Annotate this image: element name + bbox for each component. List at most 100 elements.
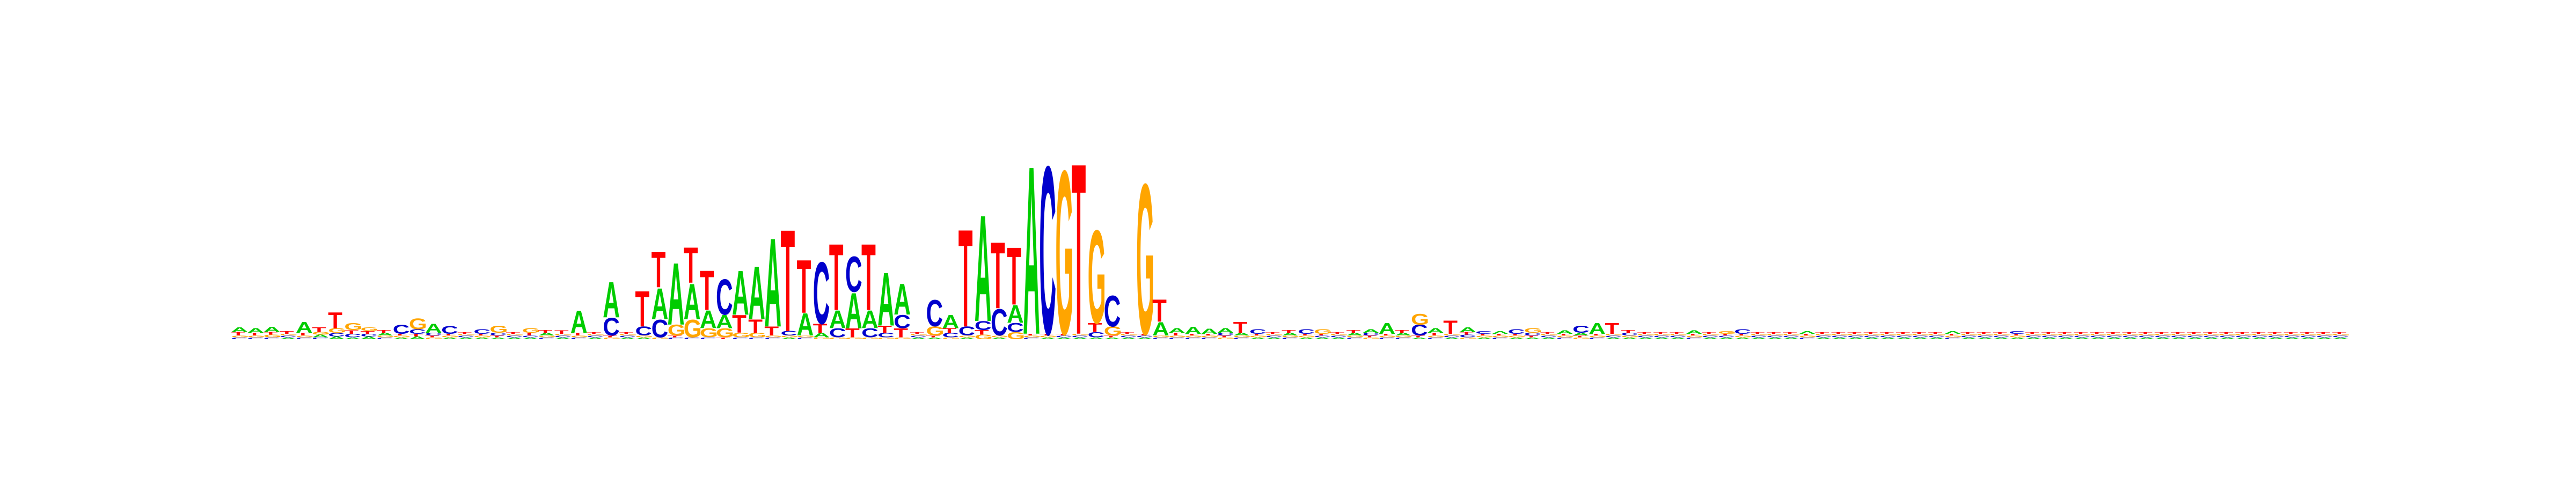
logo-letter-c: C (2332, 335, 2349, 338)
logo-letter-g: G (1799, 335, 1817, 338)
logo-letter-t: T (2316, 332, 2330, 334)
logo-letter-c: C (1831, 335, 1848, 338)
logo-letter-c: C (1977, 335, 1994, 338)
logo-letter-t: T (1249, 333, 1264, 336)
logo-letter-g: G (1831, 333, 1849, 336)
logo-letter-c: C (619, 335, 636, 338)
logo-letter-t: T (1524, 335, 1539, 338)
logo-letter-a: A (280, 337, 297, 340)
logo-letter-a: A (489, 337, 507, 340)
logo-letter-c: C (1637, 335, 1655, 338)
logo-letter-t: T (2251, 332, 2266, 334)
logo-letter-c: C (958, 324, 976, 338)
logo-letter-g: G (1249, 335, 1268, 338)
logo-letter-c: C (1152, 337, 1169, 340)
logo-letter-a: A (2300, 337, 2317, 340)
logo-letter-c: C (1928, 335, 1945, 338)
logo-letter-g: G (910, 333, 928, 336)
logo-letter-g: G (619, 333, 637, 336)
logo-letter-a: A (231, 326, 248, 333)
logo-letter-a: A (861, 305, 879, 334)
logo-letter-a: A (926, 337, 943, 340)
logo-letter-t: T (1750, 332, 1765, 334)
logo-letter-a: A (1960, 337, 1978, 340)
logo-letter-g: G (1088, 202, 1106, 351)
logo-letter-c: C (1282, 337, 1299, 340)
logo-letter-a: A (1750, 337, 1767, 340)
logo-letter-g: G (1233, 335, 1252, 338)
logo-letter-a: A (1217, 327, 1234, 334)
logo-letter-a: A (1459, 326, 1476, 333)
logo-letter-a: A (1023, 115, 1040, 385)
logo-letter-a: A (652, 280, 669, 329)
logo-letter-g: G (1475, 335, 1494, 338)
logo-letter-c: C (1686, 337, 1703, 340)
logo-letter-g: G (377, 335, 395, 338)
logo-letter-g: G (2041, 333, 2059, 336)
logo-letter-t: T (425, 335, 440, 338)
logo-letter-c: C (1960, 335, 1978, 338)
logo-letter-a: A (1201, 327, 1218, 335)
logo-letter-t: T (1427, 332, 1441, 336)
logo-letter-g: G (1653, 333, 1672, 336)
logo-letter-a: A (603, 271, 620, 328)
logo-letter-g: G (2074, 333, 2092, 336)
logo-letter-g: G (570, 335, 589, 338)
logo-letter-g: G (1443, 333, 1461, 336)
logo-letter-g: G (1314, 328, 1332, 335)
logo-letter-a: A (2009, 337, 2026, 340)
logo-letter-c: C (1201, 337, 1218, 340)
logo-letter-c: C (1879, 335, 1897, 338)
logo-letter-t: T (2122, 332, 2136, 334)
logo-letter-a: A (1670, 337, 1687, 340)
logo-letter-t: T (1799, 333, 1813, 336)
logo-letter-c: C (1734, 328, 1751, 335)
logo-letter-a: A (635, 337, 652, 340)
logo-letter-c: C (829, 326, 846, 340)
logo-letter-c: C (1750, 335, 1767, 338)
logo-letter-g: G (2186, 333, 2205, 336)
logo-letter-g: G (1379, 335, 1397, 338)
logo-letter-t: T (328, 308, 342, 333)
logo-letter-t: T (603, 335, 617, 338)
logo-letter-a: A (2074, 337, 2091, 340)
logo-letter-t: T (1007, 230, 1021, 322)
logo-letter-a: A (1621, 337, 1638, 340)
logo-letter-t: T (958, 201, 973, 356)
logo-letter-a: A (1055, 337, 1072, 340)
logo-letter-c: C (570, 337, 588, 340)
logo-letter-t: T (506, 332, 521, 334)
logo-letter-a: A (2186, 337, 2204, 340)
logo-letter-a: A (910, 337, 927, 340)
logo-letter-t: T (1653, 332, 1668, 334)
logo-letter-a: A (975, 183, 992, 353)
logo-letter-t: T (1540, 332, 1555, 334)
logo-letter-c: C (781, 330, 798, 337)
logo-letter-t: T (1960, 332, 1975, 334)
logo-letter-t: T (910, 332, 924, 334)
logo-letter-t: T (1928, 332, 1943, 334)
logo-letter-c: C (797, 337, 814, 340)
logo-letter-a: A (813, 332, 830, 339)
logo-letter-t: T (377, 330, 391, 334)
logo-letter-g: G (1863, 333, 1882, 336)
logo-letter-a: A (2316, 337, 2333, 340)
logo-letter-t: T (312, 326, 326, 333)
logo-letter-a: A (441, 337, 458, 340)
logo-letter-t: T (554, 329, 569, 335)
logo-letter-a: A (1152, 319, 1169, 340)
logo-letter-c: C (2025, 335, 2042, 338)
